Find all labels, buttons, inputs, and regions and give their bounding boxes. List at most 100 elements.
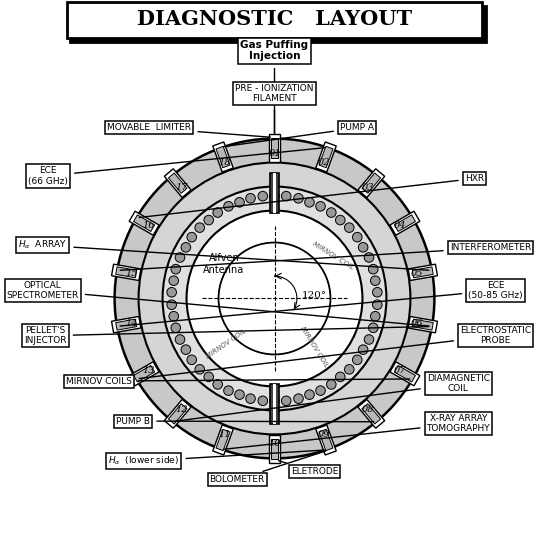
Polygon shape (111, 264, 141, 280)
Circle shape (213, 208, 222, 217)
Text: 07: 07 (394, 367, 406, 375)
Text: MOVABLE  LIMITER: MOVABLE LIMITER (107, 124, 270, 137)
Bar (273, 384, 276, 424)
Circle shape (364, 253, 374, 262)
Circle shape (327, 208, 336, 217)
Circle shape (195, 365, 205, 374)
Circle shape (258, 191, 267, 201)
Text: $H_{\alpha}$  ARRAY: $H_{\alpha}$ ARRAY (18, 239, 429, 270)
Polygon shape (169, 403, 187, 424)
Circle shape (371, 311, 380, 321)
Polygon shape (408, 317, 438, 333)
Circle shape (213, 379, 222, 389)
Bar (270, 173, 279, 213)
Circle shape (305, 390, 314, 399)
Text: INTERFEROMETER: INTERFEROMETER (120, 244, 531, 270)
Circle shape (358, 243, 368, 252)
Text: PUMP A: PUMP A (223, 124, 374, 147)
Polygon shape (316, 425, 336, 455)
Text: 16: 16 (143, 222, 155, 230)
Text: 06: 06 (411, 319, 423, 328)
Circle shape (352, 355, 362, 365)
Circle shape (175, 253, 185, 262)
Text: ECE
(50-85 GHz): ECE (50-85 GHz) (120, 281, 523, 326)
Circle shape (181, 243, 191, 252)
Circle shape (187, 232, 197, 242)
Circle shape (373, 287, 382, 297)
Polygon shape (358, 169, 385, 198)
Circle shape (167, 287, 176, 297)
Polygon shape (116, 267, 137, 278)
Circle shape (344, 223, 354, 232)
Text: 12: 12 (175, 405, 188, 414)
Text: 15: 15 (126, 269, 138, 278)
Circle shape (204, 215, 214, 225)
Polygon shape (133, 215, 155, 231)
Circle shape (270, 396, 279, 406)
Polygon shape (412, 267, 433, 278)
Text: PELLET'S
INJECTOR: PELLET'S INJECTOR (24, 326, 429, 345)
Circle shape (223, 201, 233, 211)
Circle shape (171, 264, 181, 274)
Circle shape (235, 198, 244, 207)
Circle shape (169, 311, 178, 321)
Circle shape (171, 323, 181, 333)
Polygon shape (362, 403, 380, 424)
Polygon shape (268, 134, 281, 162)
Text: 09: 09 (318, 430, 330, 439)
Polygon shape (213, 142, 233, 172)
Text: 13: 13 (143, 367, 155, 375)
Polygon shape (319, 429, 333, 450)
Circle shape (219, 243, 330, 354)
Circle shape (373, 300, 382, 310)
Circle shape (270, 191, 279, 201)
Text: MIRNOV COIL: MIRNOV COIL (299, 325, 329, 368)
Circle shape (167, 300, 176, 310)
Polygon shape (164, 169, 191, 198)
Text: PUMP B: PUMP B (116, 417, 374, 425)
Text: $H_{\alpha}$  (lower side): $H_{\alpha}$ (lower side) (108, 450, 326, 467)
Circle shape (235, 390, 244, 399)
Circle shape (246, 193, 255, 203)
Text: 120°: 120° (302, 292, 327, 300)
Polygon shape (164, 399, 191, 428)
Circle shape (294, 193, 303, 203)
Circle shape (368, 323, 378, 333)
Text: PRE - IONIZATION
FILAMENT: PRE - IONIZATION FILAMENT (236, 84, 313, 133)
Polygon shape (116, 319, 137, 330)
Circle shape (364, 335, 374, 344)
Text: Alfven
Antenna: Alfven Antenna (203, 253, 244, 274)
Polygon shape (316, 142, 336, 172)
Polygon shape (390, 211, 420, 235)
Circle shape (187, 211, 362, 386)
Polygon shape (394, 366, 416, 382)
Text: 03: 03 (361, 183, 374, 192)
Polygon shape (362, 173, 380, 193)
Polygon shape (271, 138, 278, 158)
Circle shape (282, 396, 291, 406)
Text: MIRNOV COILS: MIRNOV COILS (66, 377, 410, 385)
Circle shape (169, 276, 178, 286)
Text: 10: 10 (268, 439, 281, 448)
Polygon shape (268, 435, 281, 463)
Text: ECE
(66 GHz): ECE (66 GHz) (28, 148, 326, 185)
Circle shape (358, 345, 368, 354)
FancyBboxPatch shape (70, 6, 486, 42)
Text: DIAGNOSTIC   LAYOUT: DIAGNOSTIC LAYOUT (137, 9, 412, 29)
Bar (270, 384, 279, 424)
Text: 17: 17 (175, 183, 188, 192)
Circle shape (368, 264, 378, 274)
Circle shape (316, 386, 326, 395)
Circle shape (335, 372, 345, 382)
Circle shape (258, 396, 267, 406)
Circle shape (294, 394, 303, 403)
FancyBboxPatch shape (66, 2, 483, 38)
Polygon shape (412, 319, 433, 330)
Text: 08: 08 (361, 405, 374, 414)
Polygon shape (129, 211, 159, 235)
Text: 04: 04 (394, 222, 406, 230)
Polygon shape (271, 439, 278, 459)
Text: 01: 01 (268, 149, 281, 158)
Circle shape (327, 379, 336, 389)
Circle shape (316, 201, 326, 211)
